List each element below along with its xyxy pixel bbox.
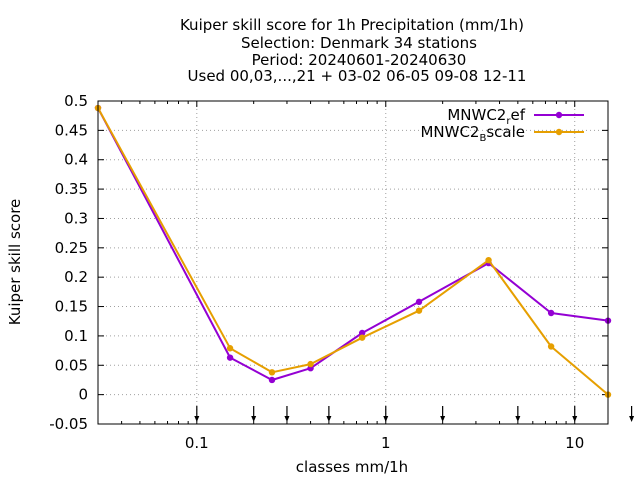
y-axis: -0.05 0 0.05 0.1 0.15 0.2 0.25 0.3 0.35 0.4 0.45 0.… xyxy=(49,92,608,433)
y-axis-label: Kuiper skill score xyxy=(6,199,24,326)
class-marker-arrowhead xyxy=(383,416,389,422)
y-tick-label: 0.05 xyxy=(55,356,88,374)
chart-title: Kuiper skill score for 1h Precipitation … xyxy=(180,16,527,85)
title-line-4: Used 00,03,...,21 + 03-02 06-05 09-08 12… xyxy=(188,67,527,85)
title-line-1: Kuiper skill score for 1h Precipitation … xyxy=(180,16,524,34)
legend-label-1: MNWC2Bscale xyxy=(420,123,525,144)
class-marker-arrowhead xyxy=(440,416,446,422)
legend-swatch-point-0 xyxy=(555,111,563,119)
series-point xyxy=(307,360,314,368)
class-marker-arrowhead xyxy=(572,416,578,422)
x-tick-label: 1 xyxy=(381,434,391,452)
title-line-3: Period: 20240601-20240630 xyxy=(252,51,467,69)
title-line-2: Selection: Denmark 34 stations xyxy=(241,34,477,52)
y-tick-label: 0 xyxy=(78,386,88,404)
y-tick-label: 0.5 xyxy=(64,92,88,110)
legend-swatch-point-1 xyxy=(555,128,563,136)
series-line-0 xyxy=(97,107,609,381)
class-marker-arrowhead xyxy=(284,416,290,422)
class-markers xyxy=(194,406,635,422)
series-point xyxy=(485,256,492,264)
plot-frame xyxy=(97,100,609,425)
class-marker-arrowhead xyxy=(251,416,257,422)
x-tick-label: 0.1 xyxy=(185,434,209,452)
y-tick-label: 0.35 xyxy=(55,180,88,198)
y-tick-label: -0.05 xyxy=(49,415,88,433)
series-point xyxy=(547,343,555,350)
x-tick-label: 10 xyxy=(565,434,584,452)
class-marker-arrowhead xyxy=(629,416,635,422)
y-tick-label: 0.15 xyxy=(55,298,88,316)
series-point xyxy=(268,369,276,376)
series-point xyxy=(226,354,234,361)
series-point xyxy=(226,345,234,352)
y-tick-label: 0.4 xyxy=(64,151,88,169)
series-layer xyxy=(94,104,612,398)
y-tick-label: 0.1 xyxy=(64,327,88,345)
series-point xyxy=(415,307,423,314)
y-tick-label: 0.2 xyxy=(64,268,88,286)
series-point xyxy=(358,334,366,341)
series-point xyxy=(268,376,276,384)
class-marker-arrowhead xyxy=(326,416,332,422)
class-marker-arrowhead xyxy=(515,416,521,422)
class-marker-arrowhead xyxy=(194,416,200,422)
grid-lines xyxy=(98,101,608,424)
y-tick-label: 0.3 xyxy=(64,209,88,227)
series-point xyxy=(547,309,555,317)
series-point xyxy=(358,329,366,337)
y-tick-label: 0.45 xyxy=(55,121,88,139)
series-point xyxy=(415,298,423,306)
y-tick-label: 0.25 xyxy=(55,239,88,257)
x-axis-label: classes mm/1h xyxy=(296,458,408,476)
legend-label-0: MNWC2ref xyxy=(447,106,525,127)
